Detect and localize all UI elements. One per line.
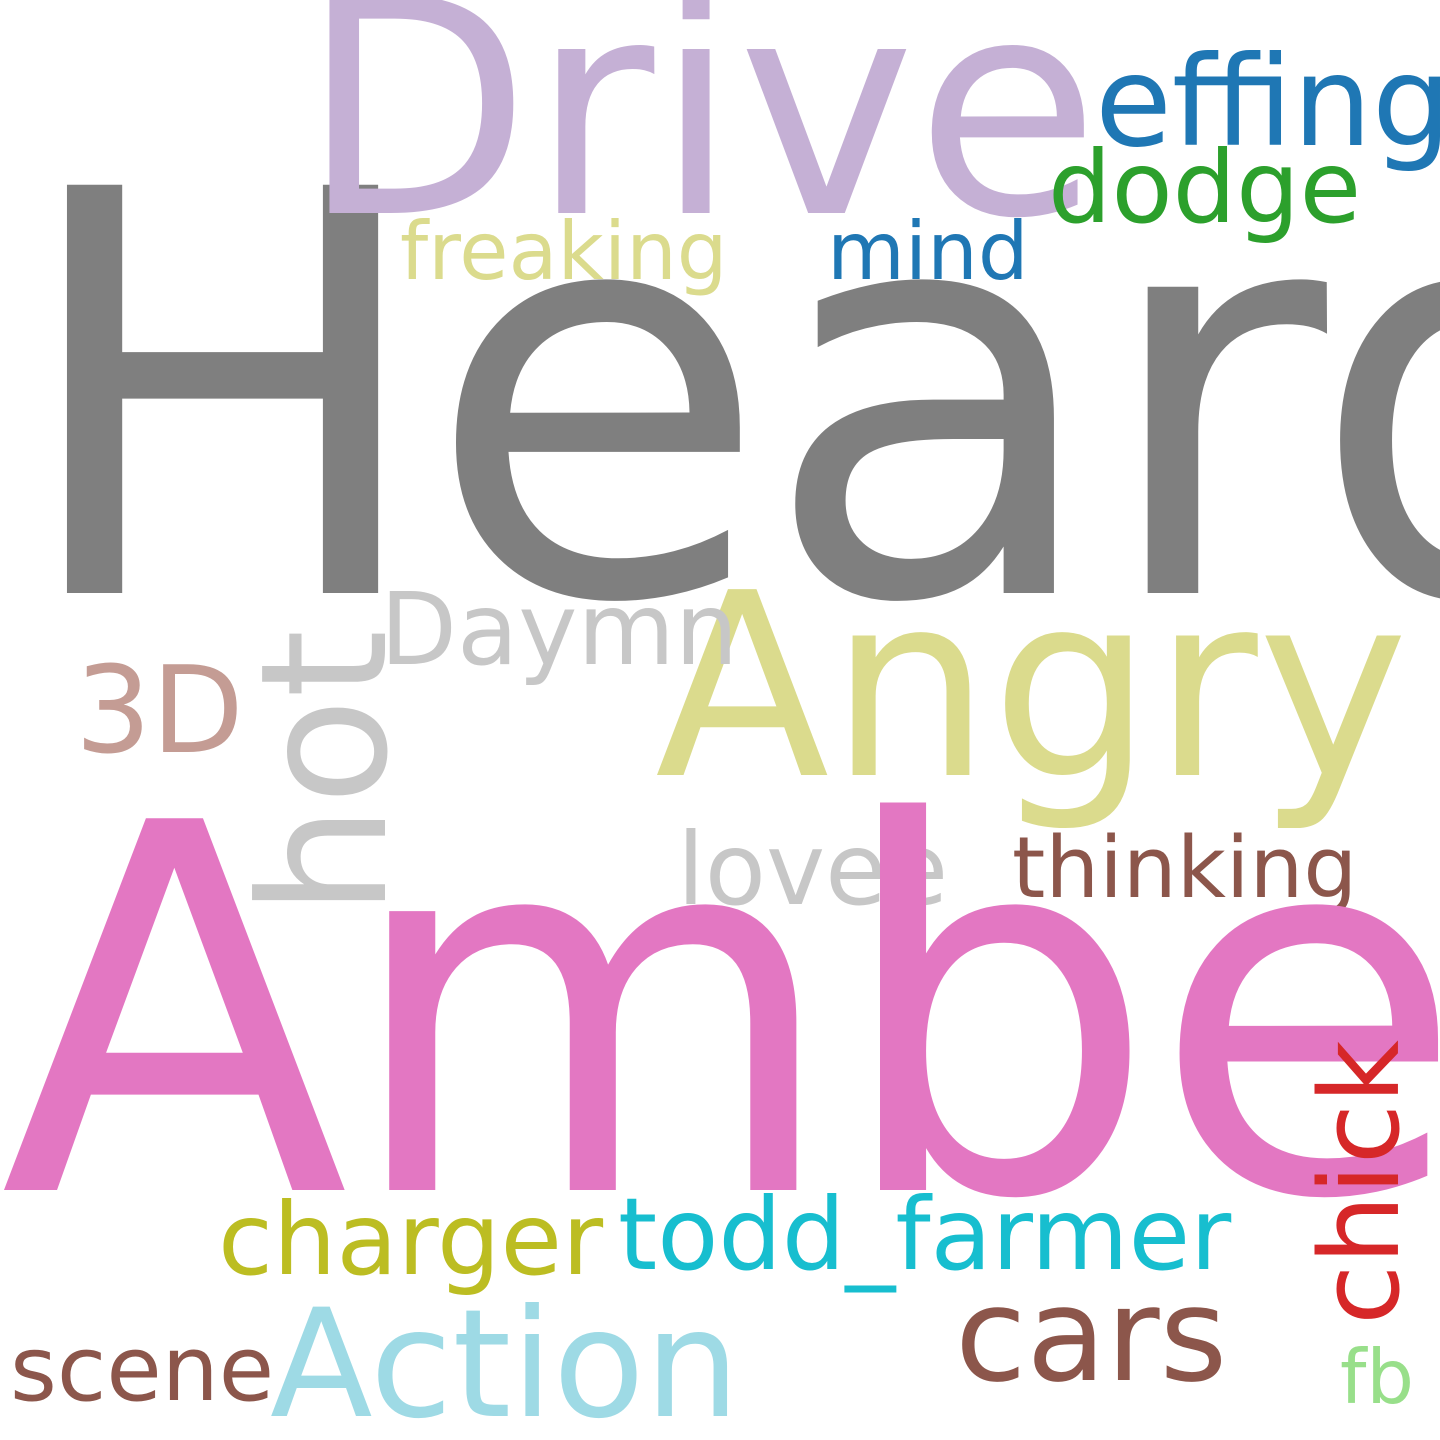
word-cars: cars (955, 1259, 1228, 1411)
word-amber: Amber (0, 718, 1440, 1311)
word-thinking: thinking (1012, 819, 1358, 918)
word-angry: Angry (655, 539, 1409, 836)
word-freaking: freaking (400, 205, 728, 298)
word-daymn: Daymn (380, 571, 739, 688)
word-chick: chick (1296, 1040, 1424, 1325)
word-mind: mind (827, 205, 1029, 298)
word-3d: 3D (75, 642, 244, 781)
word-todd-farmer: todd_farmer (618, 1176, 1232, 1293)
word-dodge: dodge (1048, 129, 1362, 246)
word-scene: scene (10, 1317, 275, 1422)
word-effing: effing (1095, 30, 1440, 175)
word-drive: Drive (300, 0, 1100, 284)
word-charger: charger (218, 1181, 604, 1298)
word-fb: fb (1340, 1333, 1415, 1421)
word-lovee: lovee (677, 811, 949, 928)
word-heard: Heard (12, 74, 1440, 726)
word-action: Action (270, 1278, 740, 1440)
